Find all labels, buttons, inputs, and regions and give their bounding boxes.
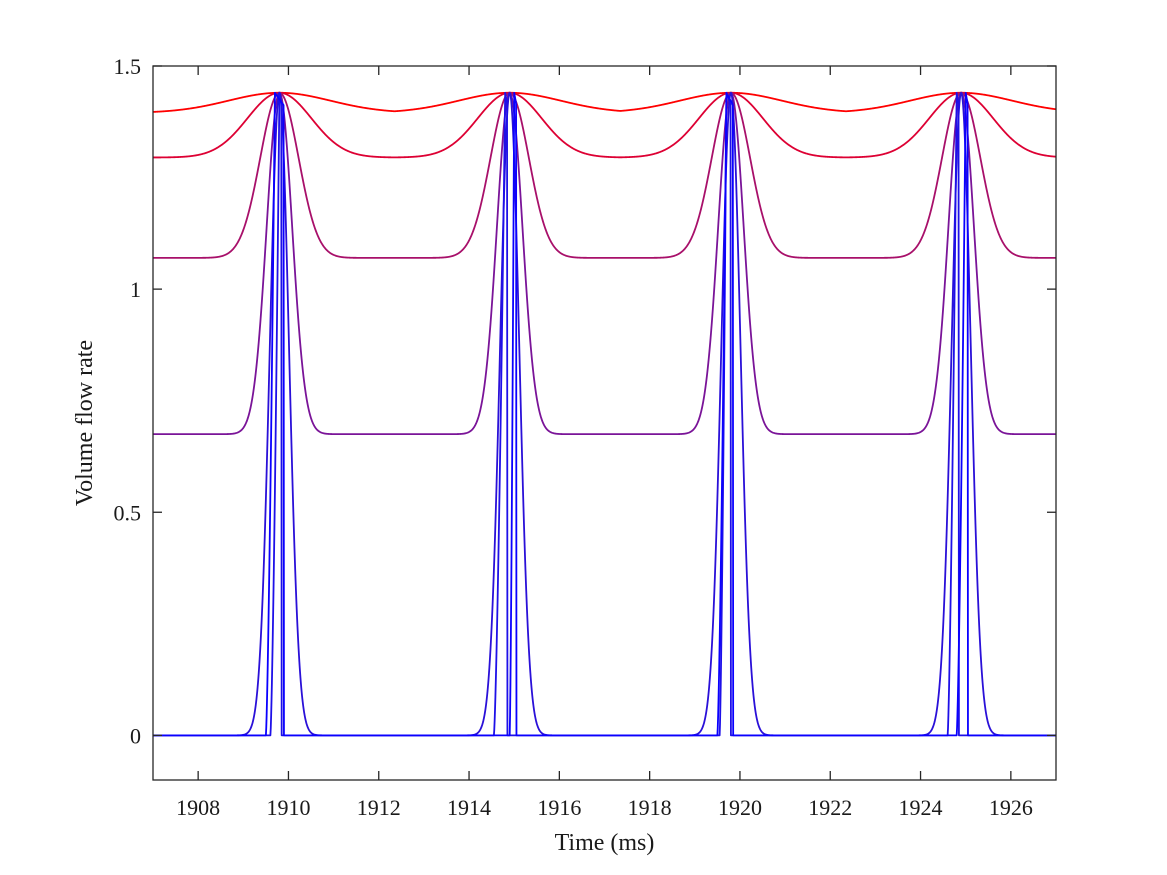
x-tick-label: 1926 [989, 795, 1033, 820]
x-tick-label: 1924 [899, 795, 943, 820]
x-axis-ticks: 1908 1910 1912 1914 1916 1918 1920 1922 1924 1926 [176, 66, 1033, 820]
x-tick-label: 1916 [537, 795, 581, 820]
y-axis-label: Volume flow rate [72, 340, 98, 506]
x-tick-label: 1922 [808, 795, 852, 820]
y-tick-label: 1 [130, 277, 141, 302]
x-tick-label: 1908 [176, 795, 220, 820]
series-line-5 [152, 91, 1057, 737]
series-line-4 [152, 91, 1057, 436]
y-axis-ticks: 0 0.5 1 1.5 [114, 54, 1056, 748]
series-line-6 [152, 91, 1057, 737]
y-tick-label: 0.5 [114, 500, 142, 525]
x-tick-label: 1910 [266, 795, 310, 820]
y-tick-label: 0 [130, 723, 141, 748]
x-tick-label: 1918 [628, 795, 672, 820]
plot-lines [152, 91, 1057, 737]
series-line-1 [152, 91, 1057, 113]
y-tick-label: 1.5 [114, 54, 142, 79]
x-axis-label: Time (ms) [555, 830, 655, 856]
series-line-3 [152, 91, 1057, 259]
series-line-7 [152, 91, 1057, 737]
axes-frame [152, 65, 1057, 781]
x-tick-label: 1914 [447, 795, 491, 820]
series-line-2 [152, 91, 1057, 159]
x-tick-label: 1912 [357, 795, 401, 820]
x-tick-label: 1920 [718, 795, 762, 820]
